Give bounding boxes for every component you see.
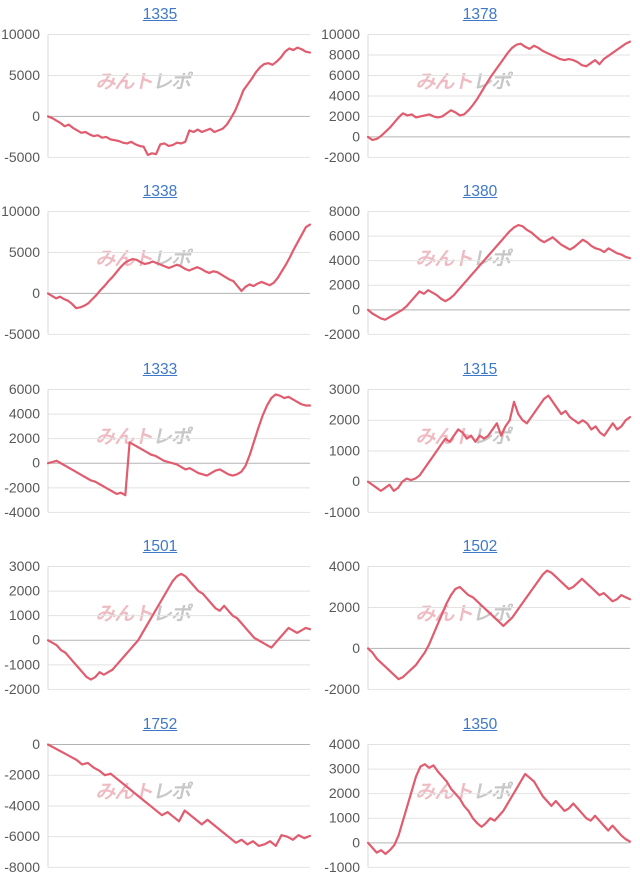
svg-text:0: 0 [32,736,40,752]
svg-text:5000: 5000 [9,67,40,83]
svg-text:3000: 3000 [329,381,360,397]
svg-text:-2000: -2000 [324,681,360,697]
svg-text:0: 0 [352,640,360,656]
svg-text:2000: 2000 [329,599,360,615]
svg-text:-2000: -2000 [324,149,360,165]
svg-text:0: 0 [352,834,360,850]
svg-text:0: 0 [352,473,360,489]
svg-text:-4000: -4000 [4,504,40,520]
svg-text:1000: 1000 [329,442,360,458]
svg-text:4000: 4000 [329,736,360,752]
svg-text:1000: 1000 [329,809,360,825]
svg-text:-2000: -2000 [324,326,360,342]
svg-text:0: 0 [32,632,40,648]
svg-text:6000: 6000 [329,67,360,83]
svg-text:-2000: -2000 [4,479,40,495]
svg-text:-5000: -5000 [4,149,40,165]
svg-text:4000: 4000 [329,87,360,103]
svg-text:4000: 4000 [9,405,40,421]
svg-text:10000: 10000 [1,203,40,219]
svg-text:0: 0 [352,302,360,318]
svg-text:-4000: -4000 [4,797,40,813]
svg-text:6000: 6000 [329,228,360,244]
svg-text:0: 0 [32,108,40,124]
svg-text:-1000: -1000 [324,504,360,520]
svg-text:-8000: -8000 [4,858,40,874]
svg-text:10000: 10000 [1,26,40,42]
svg-text:0: 0 [32,285,40,301]
svg-text:4000: 4000 [329,253,360,269]
svg-text:-1000: -1000 [4,656,40,672]
svg-text:2000: 2000 [9,583,40,599]
svg-text:2000: 2000 [9,430,40,446]
svg-text:4000: 4000 [329,558,360,574]
svg-text:0: 0 [352,128,360,144]
svg-text:-6000: -6000 [4,828,40,844]
svg-text:3000: 3000 [329,760,360,776]
svg-text:3000: 3000 [9,558,40,574]
svg-text:2000: 2000 [329,785,360,801]
svg-text:8000: 8000 [329,46,360,62]
svg-text:10000: 10000 [321,26,360,42]
svg-text:6000: 6000 [9,381,40,397]
svg-text:2000: 2000 [329,411,360,427]
svg-text:8000: 8000 [329,203,360,219]
svg-text:-2000: -2000 [4,766,40,782]
svg-text:-1000: -1000 [324,858,360,874]
svg-text:-2000: -2000 [4,681,40,697]
svg-text:2000: 2000 [329,108,360,124]
svg-text:5000: 5000 [9,244,40,260]
svg-text:0: 0 [32,455,40,471]
svg-text:2000: 2000 [329,277,360,293]
svg-text:-5000: -5000 [4,326,40,342]
svg-text:1000: 1000 [9,607,40,623]
